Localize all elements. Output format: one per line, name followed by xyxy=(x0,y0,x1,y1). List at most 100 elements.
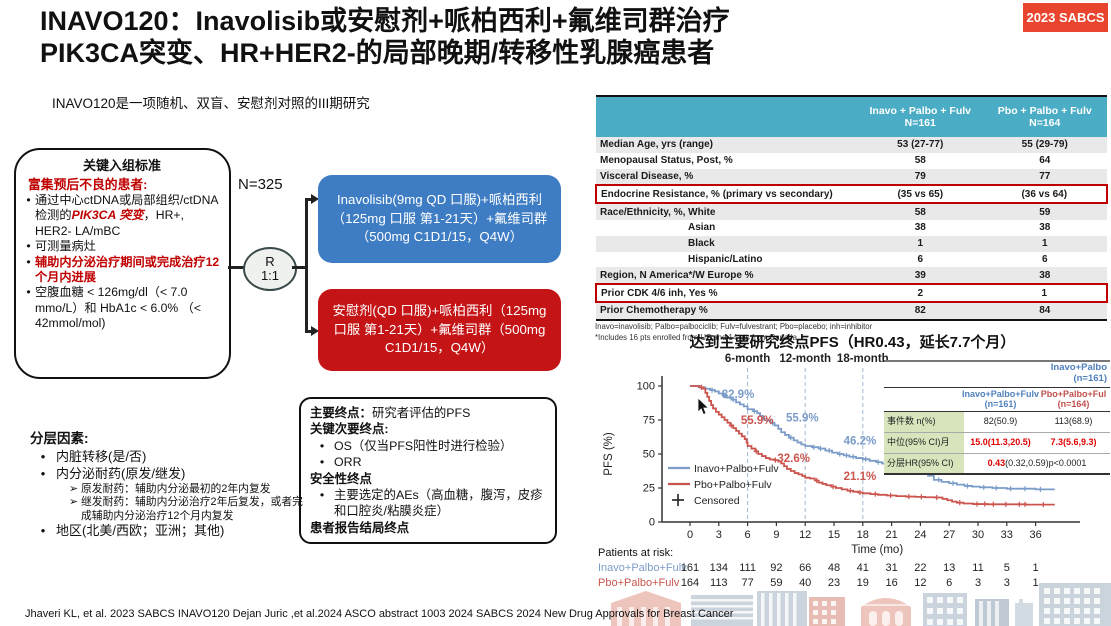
placebo-arm-box: 安慰剂(QD 口服)+哌柏西利（125mg 口服 第1-21天）+氟维司群（50… xyxy=(318,289,561,371)
table-footnote-region: *Includes 16 pts enrolled from US and 14… xyxy=(595,332,797,342)
connector-line xyxy=(305,199,308,333)
bullet-marker: • xyxy=(319,455,325,470)
x-tick-label: 6 xyxy=(745,529,751,541)
at-risk-value: 59 xyxy=(770,577,782,589)
endpoints-lines: 主要终点：研究者评估的PFS 关键次要终点: • OS（仅当PFS阳性时进行检验） • O… xyxy=(310,405,546,536)
at-risk-value: 66 xyxy=(799,562,811,574)
conference-badge: 2023 SABCS xyxy=(1023,3,1108,32)
x-tick-label: 27 xyxy=(943,529,955,541)
at-risk-value: 6 xyxy=(946,577,952,589)
y-tick-label: 100 xyxy=(637,381,655,393)
landmark-percentage: 32.6% xyxy=(777,453,810,465)
citation-footer: Jhaveri KL, et al. 2023 SABCS INAVO120 D… xyxy=(25,608,734,620)
bullet-marker: • xyxy=(26,193,31,207)
criteria-bullet: • 通过中心ctDNA或局部组织/ctDNA检测的PIK3CA 突变，HR+, H… xyxy=(22,193,222,239)
pfs-chart-title: 达到主要研究终点PFS（HR0.43，延长7.7个月） xyxy=(689,334,1016,351)
bullet-marker: • xyxy=(40,449,46,464)
x-tick-label: 3 xyxy=(716,529,722,541)
x-tick-label: 24 xyxy=(914,529,926,541)
bullet-marker: • xyxy=(40,465,46,481)
city-skyline-decoration xyxy=(611,583,1111,626)
at-risk-value: 92 xyxy=(770,562,782,574)
at-risk-value: 1 xyxy=(1033,577,1039,589)
stratification-item: • 内脏转移(是/否) xyxy=(30,449,308,466)
x-tick-label: 0 xyxy=(687,529,693,541)
bullet-marker: • xyxy=(26,239,31,254)
stratification-items: • 内脏转移(是/否) • 内分泌耐药(原发/继发) ➢ 原发耐药：辅助内分泌最初的2年内… xyxy=(30,449,308,540)
at-risk-title: Patients at risk: xyxy=(598,547,673,559)
table-row: Region, N America*/W Europe % 39 38 xyxy=(596,267,1107,285)
table-row: Black 1 1 xyxy=(596,235,1107,252)
endpoint-line: • OS（仅当PFS阳性时进行检验） xyxy=(310,438,546,454)
at-risk-value: 48 xyxy=(828,562,840,574)
stratification-item: • 地区(北美/西欧；亚洲；其他) xyxy=(30,523,308,540)
stratification-heading: 分层因素: xyxy=(30,431,89,446)
x-tick-label: 30 xyxy=(972,529,984,541)
endpoint-line: 主要终点：研究者评估的PFS xyxy=(310,406,471,420)
y-axis-title: PFS (%) xyxy=(603,432,615,476)
criteria-bullet: • 辅助内分泌治疗期间或完成治疗12个月内进展 xyxy=(22,255,222,286)
x-axis-title: Time (mo) xyxy=(851,544,903,556)
at-risk-value: 23 xyxy=(828,577,840,589)
results-row-label: 事件数 n(%) xyxy=(884,411,964,433)
results-value: 15.0(11.3,20.5) xyxy=(964,433,1037,454)
landmark-label: 12-month xyxy=(779,353,831,365)
at-risk-value: 31 xyxy=(885,562,897,574)
landmark-label: 18-month xyxy=(837,353,889,365)
y-tick-label: 0 xyxy=(649,517,655,529)
at-risk-value: 3 xyxy=(975,577,981,589)
endpoint-line: 关键次要终点: xyxy=(310,422,389,437)
at-risk-value: 3 xyxy=(1004,577,1010,589)
results-header-placebo: Pbo+Palbo+Ful (n=164) xyxy=(1037,388,1110,412)
results-merged-value: 0.43 (0.32,0.59)p<0.0001 xyxy=(964,454,1110,475)
landmark-percentage: 46.2% xyxy=(844,435,877,447)
bullet-marker: • xyxy=(26,285,31,300)
landmark-percentage: 55.9% xyxy=(786,412,819,424)
baseline-characteristics-table: Inavo + Palbo + Fulv N=161 Pbo + Palbo +… xyxy=(595,95,1108,343)
inavolisib-arm-box: Inavolisib(9mg QD 口服)+哌柏西利（125mg 口服 第1-2… xyxy=(318,175,561,263)
y-tick-label: 50 xyxy=(643,449,655,461)
results-header-empty xyxy=(884,388,964,412)
table-row: Asian 38 38 xyxy=(688,222,1051,234)
endpoint-line: • ORR xyxy=(310,454,546,470)
connector-line xyxy=(305,330,312,333)
page-title: INAVO120：Inavolisib或安慰剂+哌柏西利+氟维司群治疗 PIK3… xyxy=(40,5,1020,70)
x-tick-label: 9 xyxy=(773,529,779,541)
x-tick-label: 18 xyxy=(857,529,869,541)
x-tick-label: 21 xyxy=(885,529,897,541)
stratification-item: ➢ 原发耐药：辅助内分泌最初的2年内复发 xyxy=(30,483,308,496)
bullet-marker: • xyxy=(26,254,31,269)
x-tick-label: 12 xyxy=(799,529,811,541)
stratification-item: ➢ 继发耐药：辅助内分泌治疗2年后复发，或者完成辅助内分泌治疗12个月内复发 xyxy=(30,496,308,523)
at-risk-value: 13 xyxy=(943,562,955,574)
results-value: 7.3(5.6,9.3) xyxy=(1037,433,1110,454)
at-risk-value: 161 xyxy=(681,562,699,574)
legend-label: Pbo+Palbo+Fulv xyxy=(694,479,772,491)
at-risk-row-label: Inavo+Palbo+Fulv xyxy=(598,562,687,574)
enrollment-count: N=325 xyxy=(238,176,283,193)
at-risk-value: 111 xyxy=(739,562,756,574)
at-risk-value: 41 xyxy=(857,562,869,574)
criteria-heading: 关键入组标准 xyxy=(82,158,161,173)
endpoint-line: 安全性终点 xyxy=(310,471,372,486)
results-value: 113(68.9) xyxy=(1037,412,1110,433)
results-value: 82(50.9) xyxy=(964,412,1037,433)
at-risk-value: 5 xyxy=(1004,562,1010,574)
criteria-bullet: • 空腹血糖 < 126mg/dl（< 7.0 mmo/L）和 HbA1c < 6… xyxy=(22,285,222,331)
stratification-factors: 分层因素: • 内脏转移(是/否) • 内分泌耐药(原发/继发) ➢ 原发耐药：辅助内分泌… xyxy=(30,427,308,540)
eligibility-criteria-box: 关键入组标准 富集预后不良的患者: • 通过中心ctDNA或局部组织/ctDNA检… xyxy=(14,148,231,379)
baseline-header-placebo: Pbo + Palbo + Fulv N=164 xyxy=(982,96,1107,137)
at-risk-value: 40 xyxy=(799,577,811,589)
table-row: Race/Ethnicity, %, White 58 59 xyxy=(596,203,1107,220)
y-tick-label: 25 xyxy=(643,483,655,495)
results-row-label: 分层HR(95% CI) xyxy=(884,453,964,475)
at-risk-value: 1 xyxy=(1033,562,1039,574)
at-risk-value: 11 xyxy=(972,562,983,574)
table-row: Endocrine Resistance, % (primary vs seco… xyxy=(595,184,1108,205)
results-header-inavo: Inavo+Palbo+Fulv (n=161) xyxy=(962,388,1039,412)
landmark-label: 6-month xyxy=(725,353,770,365)
bullet-marker: • xyxy=(319,438,325,453)
randomization-ratio: 1:1 xyxy=(260,268,280,283)
baseline-header-row: Inavo + Palbo + Fulv N=161 Pbo + Palbo +… xyxy=(596,96,1107,137)
